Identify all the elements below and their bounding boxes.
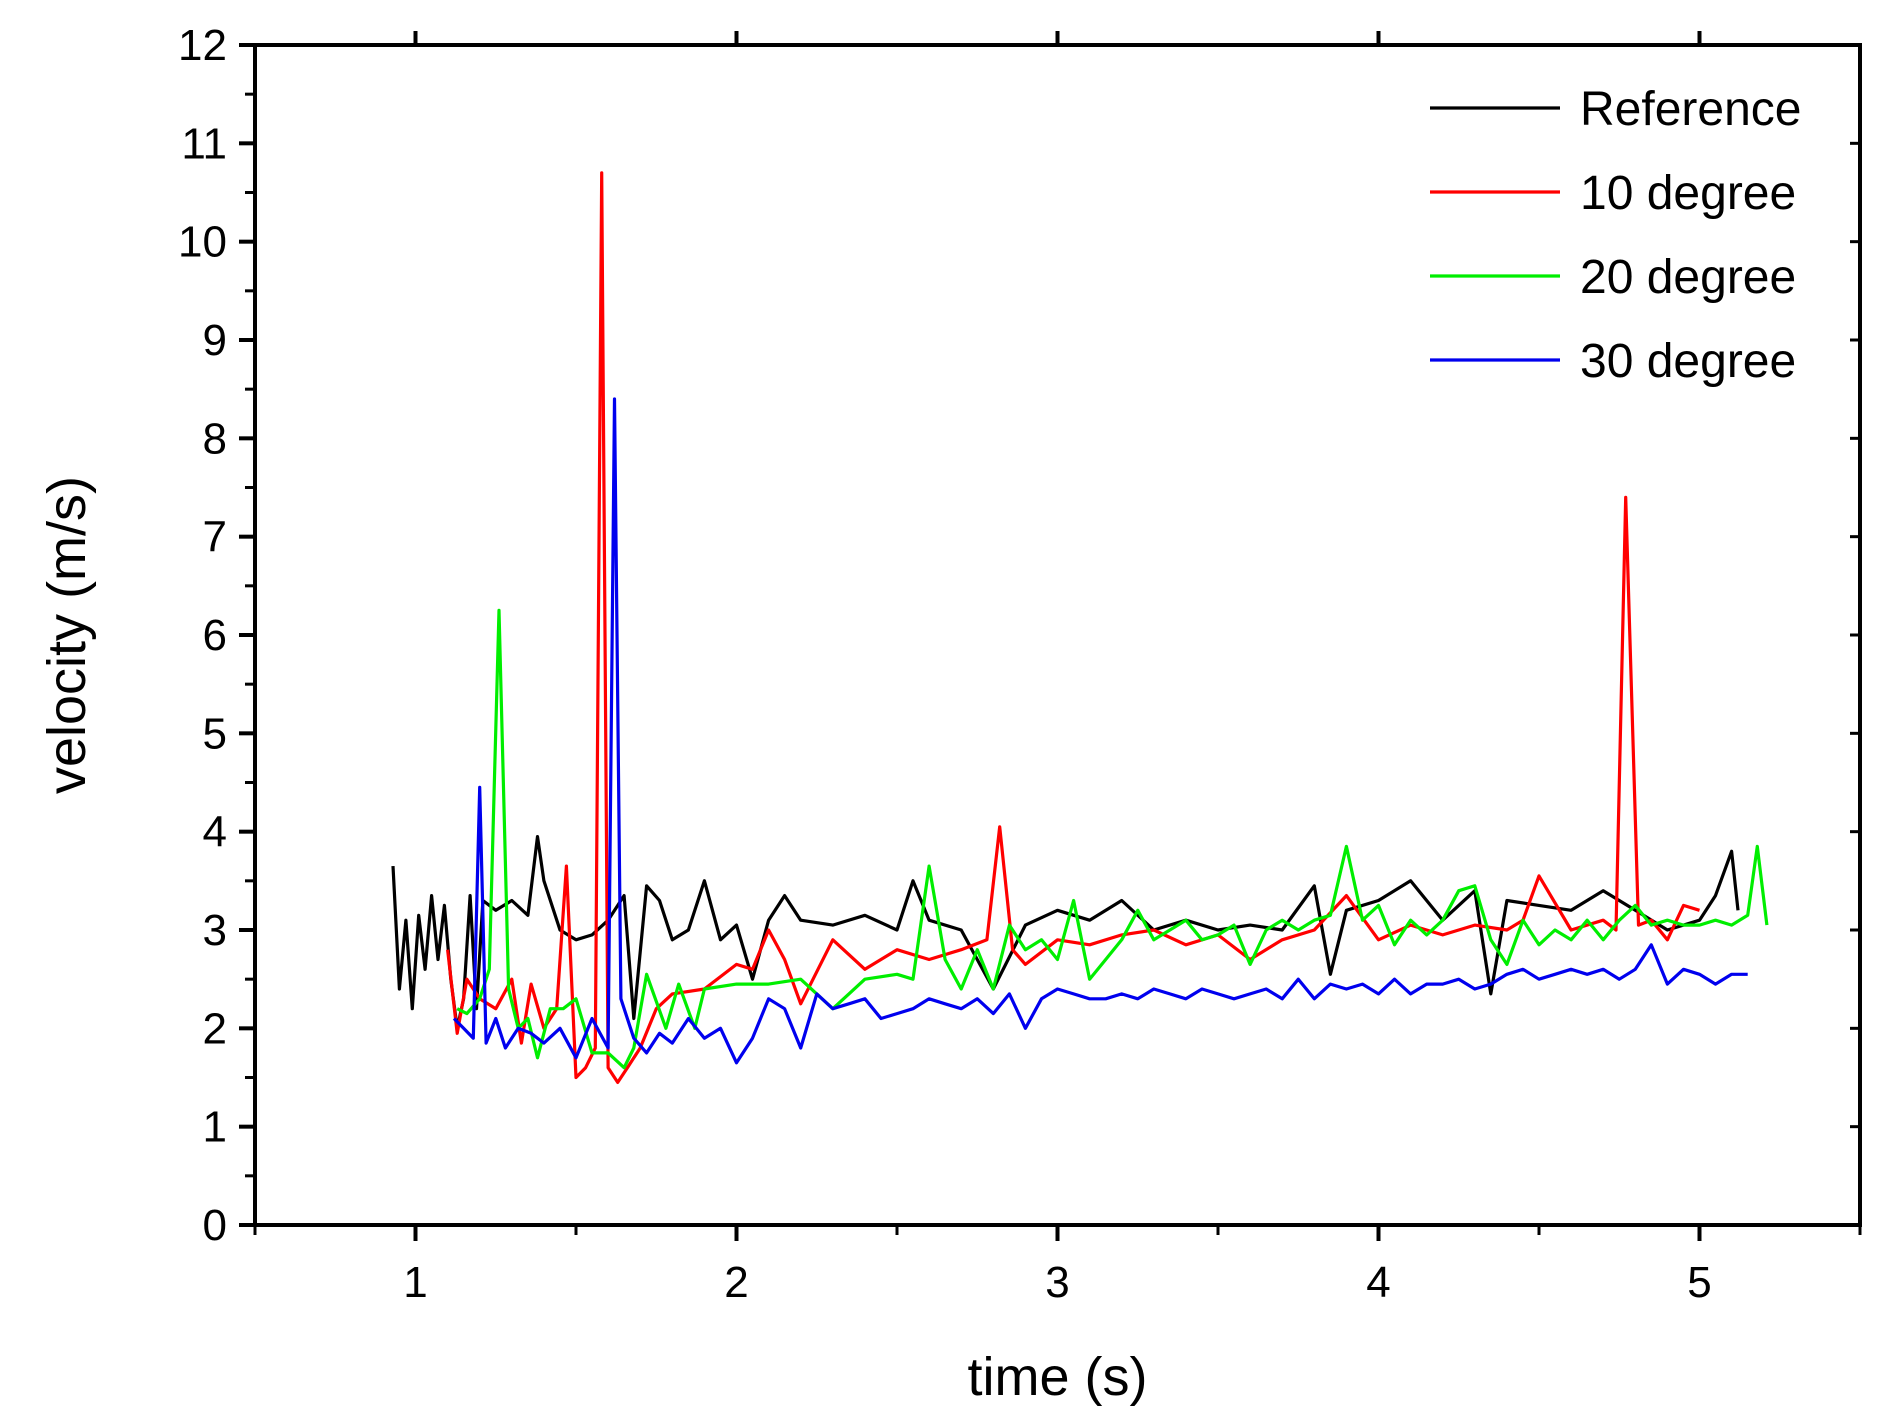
legend-label: 10 degree — [1580, 167, 1796, 220]
x-axis-title: time (s) — [968, 1347, 1148, 1407]
y-tick-label: 11 — [181, 119, 227, 168]
y-tick-label: 9 — [203, 316, 227, 365]
plot-series — [391, 171, 1769, 1085]
y-tick-label: 7 — [203, 513, 227, 562]
y-tick-label: 6 — [203, 611, 227, 660]
x-tick-label: 4 — [1366, 1258, 1390, 1307]
y-tick-label: 3 — [203, 906, 227, 955]
x-tick-label: 1 — [403, 1258, 427, 1307]
y-tick-label: 0 — [203, 1201, 227, 1250]
series-line-reference — [391, 834, 1740, 1030]
plot-frame — [253, 43, 1862, 1227]
x-tick-label: 5 — [1687, 1258, 1711, 1307]
y-tick-label: 8 — [203, 414, 227, 463]
x-tick-label: 3 — [1045, 1258, 1069, 1307]
legend-label: Reference — [1580, 83, 1801, 136]
y-axis-title: velocity (m/s) — [37, 476, 97, 794]
legend-label: 30 degree — [1580, 335, 1796, 388]
y-tick-label: 5 — [203, 709, 227, 758]
x-tick-label: 2 — [724, 1258, 748, 1307]
y-tick-label: 4 — [203, 808, 227, 857]
series-line-30-degree — [452, 397, 1748, 1065]
y-tick-label: 10 — [178, 218, 227, 267]
series-line-20-degree — [456, 608, 1769, 1070]
legend-label: 20 degree — [1580, 251, 1796, 304]
y-tick-label: 2 — [203, 1004, 227, 1053]
y-tick-label: 12 — [178, 21, 227, 70]
x-axis: 1 2 3 4 5 — [253, 31, 1862, 1307]
y-tick-label: 1 — [203, 1103, 227, 1152]
series-line-10-degree — [446, 171, 1700, 1085]
legend: Reference 10 degree 20 degree 30 degree — [1430, 83, 1801, 388]
